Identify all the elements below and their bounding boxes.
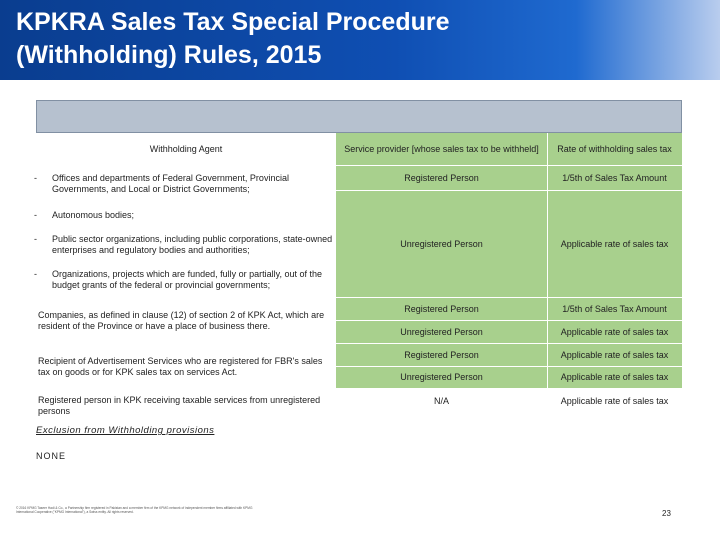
provider-label: Registered Person	[404, 303, 479, 314]
companies-unregistered-provider: Unregistered Person	[336, 321, 547, 344]
slide-title-line-1: KPKRA Sales Tax Special Procedure	[16, 8, 450, 36]
column-divider	[547, 133, 548, 389]
kpk-registered-agent: Registered person in KPK receiving taxab…	[36, 389, 336, 423]
bullet-item: - Organizations, projects which are fund…	[34, 269, 338, 291]
header-agent-label: Withholding Agent	[149, 144, 223, 154]
bullet-text: Autonomous bodies;	[52, 210, 135, 220]
title-banner: KPKRA Sales Tax Special Procedure (Withh…	[0, 0, 720, 80]
provider-label: Unregistered Person	[400, 238, 483, 249]
header-withholding-agent: Withholding Agent	[36, 133, 336, 166]
provider-label: Registered Person	[404, 349, 479, 360]
companies-registered-rate: 1/5th of Sales Tax Amount	[547, 298, 682, 321]
header-service-provider: Service provider [whose sales tax to be …	[336, 133, 547, 166]
rate-label: 1/5th of Sales Tax Amount	[562, 303, 667, 314]
exclusion-value: NONE	[36, 451, 67, 461]
legal-footer: © 2016 KPMG Taseer Hadi & Co., a Partner…	[16, 506, 253, 515]
rate-label: Applicable rate of sales tax	[560, 326, 669, 337]
withholding-table: Withholding Agent Service provider [whos…	[34, 100, 682, 423]
group1-unregistered-rate: Applicable rate of sales tax	[547, 191, 682, 298]
provider-label: Unregistered Person	[400, 326, 483, 337]
bullet-item: - Offices and departments of Federal Gov…	[34, 173, 332, 195]
provider-label: Unregistered Person	[400, 372, 483, 382]
rate-label: Applicable rate of sales tax	[560, 396, 669, 406]
header-provider-label: Service provider [whose sales tax to be …	[344, 143, 539, 154]
companies-agent: Companies, as defined in clause (12) of …	[36, 298, 336, 344]
provider-label: Registered Person	[404, 172, 479, 183]
group1-unregistered-provider: Unregistered Person	[336, 191, 547, 298]
bullet-item: - Public sector organizations, including…	[34, 234, 334, 256]
slide-title: KPKRA Sales Tax Special Procedure (Withh…	[16, 6, 616, 72]
advertisement-agent: Recipient of Advertisement Services who …	[36, 344, 336, 389]
rate-label: 1/5th of Sales Tax Amount	[562, 172, 667, 183]
group1-registered-provider: Registered Person	[336, 166, 547, 191]
exclusion-heading: Exclusion from Withholding provisions	[36, 425, 215, 436]
group1-registered-rate: 1/5th of Sales Tax Amount	[547, 166, 682, 191]
rate-label: Applicable rate of sales tax	[560, 238, 669, 249]
slide-title-line-2: (Withholding) Rules, 2015	[16, 41, 322, 69]
table-top-band	[36, 100, 682, 133]
bullet-text: Public sector organizations, including p…	[52, 234, 333, 255]
agent-text: Companies, as defined in clause (12) of …	[38, 310, 325, 331]
rate-label: Applicable rate of sales tax	[560, 349, 669, 360]
bullet-marker: -	[34, 234, 37, 244]
page-number: 23	[662, 509, 671, 518]
bullet-item: - Autonomous bodies;	[34, 210, 332, 221]
companies-registered-provider: Registered Person	[336, 298, 547, 321]
bullet-text: Organizations, projects which are funded…	[52, 269, 322, 290]
bullet-marker: -	[34, 269, 37, 279]
header-rate: Rate of withholding sales tax	[547, 133, 682, 166]
advertisement-unregistered-provider: Unregistered Person	[336, 367, 547, 389]
bullet-marker: -	[34, 210, 37, 220]
advertisement-registered-rate: Applicable rate of sales tax	[547, 344, 682, 367]
header-rate-label: Rate of withholding sales tax	[557, 143, 672, 154]
kpk-registered-rate: Applicable rate of sales tax	[547, 389, 682, 423]
advertisement-unregistered-rate: Applicable rate of sales tax	[547, 367, 682, 389]
companies-unregistered-rate: Applicable rate of sales tax	[547, 321, 682, 344]
agent-text: Recipient of Advertisement Services who …	[38, 355, 323, 377]
advertisement-registered-provider: Registered Person	[336, 344, 547, 367]
provider-label: N/A	[433, 396, 449, 406]
agent-text: Registered person in KPK receiving taxab…	[38, 395, 321, 416]
bullet-text: Offices and departments of Federal Gover…	[52, 173, 289, 194]
rate-label: Applicable rate of sales tax	[560, 372, 669, 382]
bullet-marker: -	[34, 173, 37, 183]
kpk-registered-provider: N/A	[336, 389, 547, 423]
